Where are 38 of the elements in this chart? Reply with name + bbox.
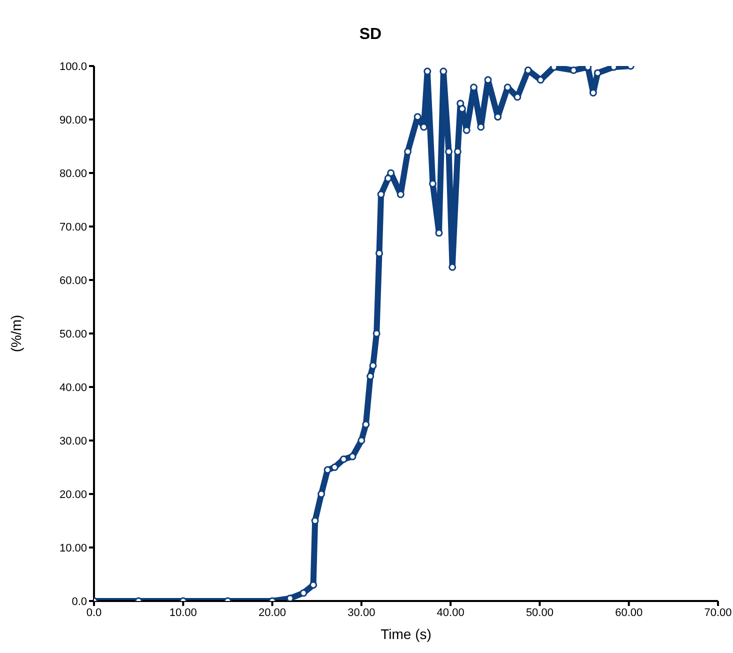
point [330, 464, 338, 471]
y-tick-label: 0.0 [72, 596, 87, 608]
point [358, 436, 366, 444]
x-tick-label: 10.00 [169, 606, 197, 619]
point [387, 169, 395, 177]
x-tick-label: 20.00 [258, 606, 286, 619]
x-tick-label: 60.00 [615, 606, 643, 619]
x-tick-label: 0.0 [86, 606, 102, 619]
y-tick-label: 100.0 [59, 60, 87, 73]
y-tick-label: 60.00 [59, 274, 87, 287]
x-tick-label: 50.00 [526, 606, 554, 619]
y-tick-label: 20.00 [59, 488, 87, 501]
point [384, 174, 392, 182]
point [362, 420, 370, 428]
x-tick-label: 70.00 [704, 606, 732, 619]
y-tick-label: 10.00 [59, 542, 87, 554]
y-tick-label: 50.00 [59, 328, 87, 340]
x-tick-label: 40.00 [436, 606, 464, 619]
y-tick-label: 30.00 [59, 435, 87, 448]
point [340, 455, 348, 463]
point [300, 589, 308, 597]
point [324, 466, 332, 474]
point [376, 250, 384, 257]
y-tick-label: 90.00 [59, 114, 87, 126]
point [404, 148, 412, 156]
x-tick-label: 30.00 [348, 606, 376, 619]
point [570, 66, 578, 74]
chart-title: SD [358, 26, 383, 44]
point [372, 330, 380, 338]
y-axis-title: (%/m) [8, 314, 24, 352]
y-tick-label: 40.00 [59, 382, 87, 394]
x-axis-title: Time (s) [380, 626, 432, 642]
y-tick-label: 80.00 [59, 168, 87, 180]
point [594, 69, 602, 77]
point [318, 490, 326, 498]
point [286, 594, 294, 601]
y-tick-label: 70.00 [59, 221, 87, 234]
point [348, 452, 356, 460]
